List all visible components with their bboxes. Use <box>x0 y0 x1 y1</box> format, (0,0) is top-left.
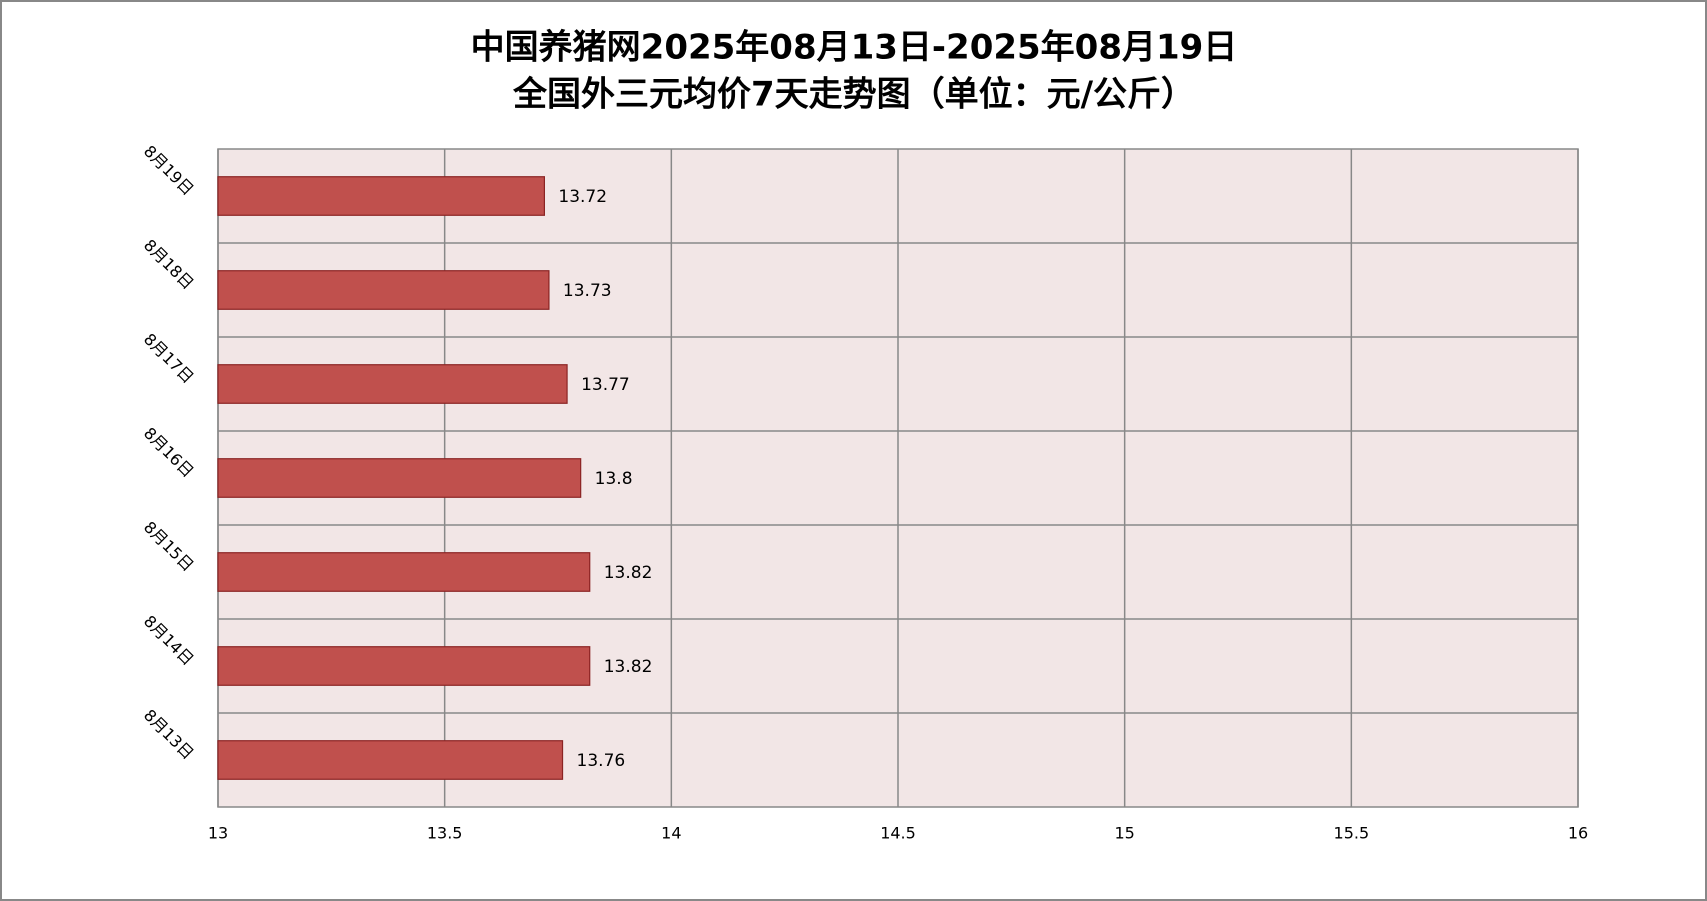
value-label: 13.76 <box>577 751 626 771</box>
x-tick-label: 13.5 <box>427 824 463 843</box>
x-tick-label: 13 <box>208 824 228 843</box>
x-tick-label: 15 <box>1114 824 1134 843</box>
bar <box>217 646 591 686</box>
bar <box>217 552 591 592</box>
value-label: 13.77 <box>581 375 630 395</box>
value-label: 13.8 <box>595 469 633 489</box>
bar <box>217 740 564 780</box>
x-tick-label: 14.5 <box>880 824 916 843</box>
chart-subtitle: 全国外三元均价7天走势图（单位：元/公斤） <box>512 75 1195 115</box>
chart-title: 中国养猪网2025年08月13日-2025年08月19日 <box>471 28 1238 68</box>
bar <box>217 364 568 404</box>
value-label: 13.72 <box>558 187 607 207</box>
value-label: 13.82 <box>604 657 653 677</box>
bar <box>217 270 550 310</box>
x-tick-label: 16 <box>1568 824 1588 843</box>
bar <box>217 176 545 216</box>
bar <box>217 458 582 498</box>
value-label: 13.82 <box>604 563 653 583</box>
value-label: 13.73 <box>563 281 612 301</box>
x-tick-label: 15.5 <box>1334 824 1370 843</box>
x-tick-label: 14 <box>661 824 681 843</box>
